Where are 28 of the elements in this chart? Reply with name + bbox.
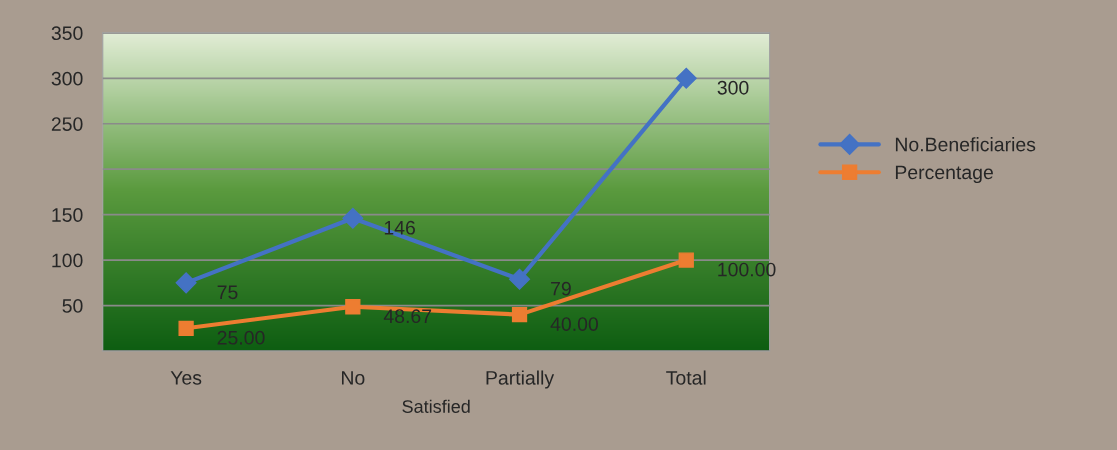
y-tick-label: 250 [51,117,83,131]
data-label: 79 [551,281,571,296]
legend-label: Percentage [895,165,993,184]
point [675,67,697,89]
point [345,299,361,315]
point [178,320,194,336]
x-tick-label: Yes [170,371,202,385]
y-tick-label: 100 [52,253,83,268]
x-axis-title: Satisfied [402,399,470,413]
data-label: 40.00 [550,317,598,331]
data-label: 300 [717,80,749,95]
data-label: 75 [217,285,238,300]
y-tick-label: 150 [52,208,83,222]
x-tick-label: No [342,371,365,385]
point [509,268,531,290]
point [678,252,694,268]
y-tick-label: 350 [51,26,83,41]
y-tick-label: 50 [62,299,83,313]
x-tick-label: Total [666,370,706,385]
data-label: 48.67 [383,309,432,324]
point [342,207,364,229]
x-tick-label: Partially [486,370,555,389]
point [511,307,528,323]
point [175,272,197,294]
data-label: 25.00 [217,330,265,345]
y-tick-label: 300 [51,71,83,86]
data-label: 146 [384,220,415,235]
legend-label: No.Beneficiaries [895,137,1036,152]
